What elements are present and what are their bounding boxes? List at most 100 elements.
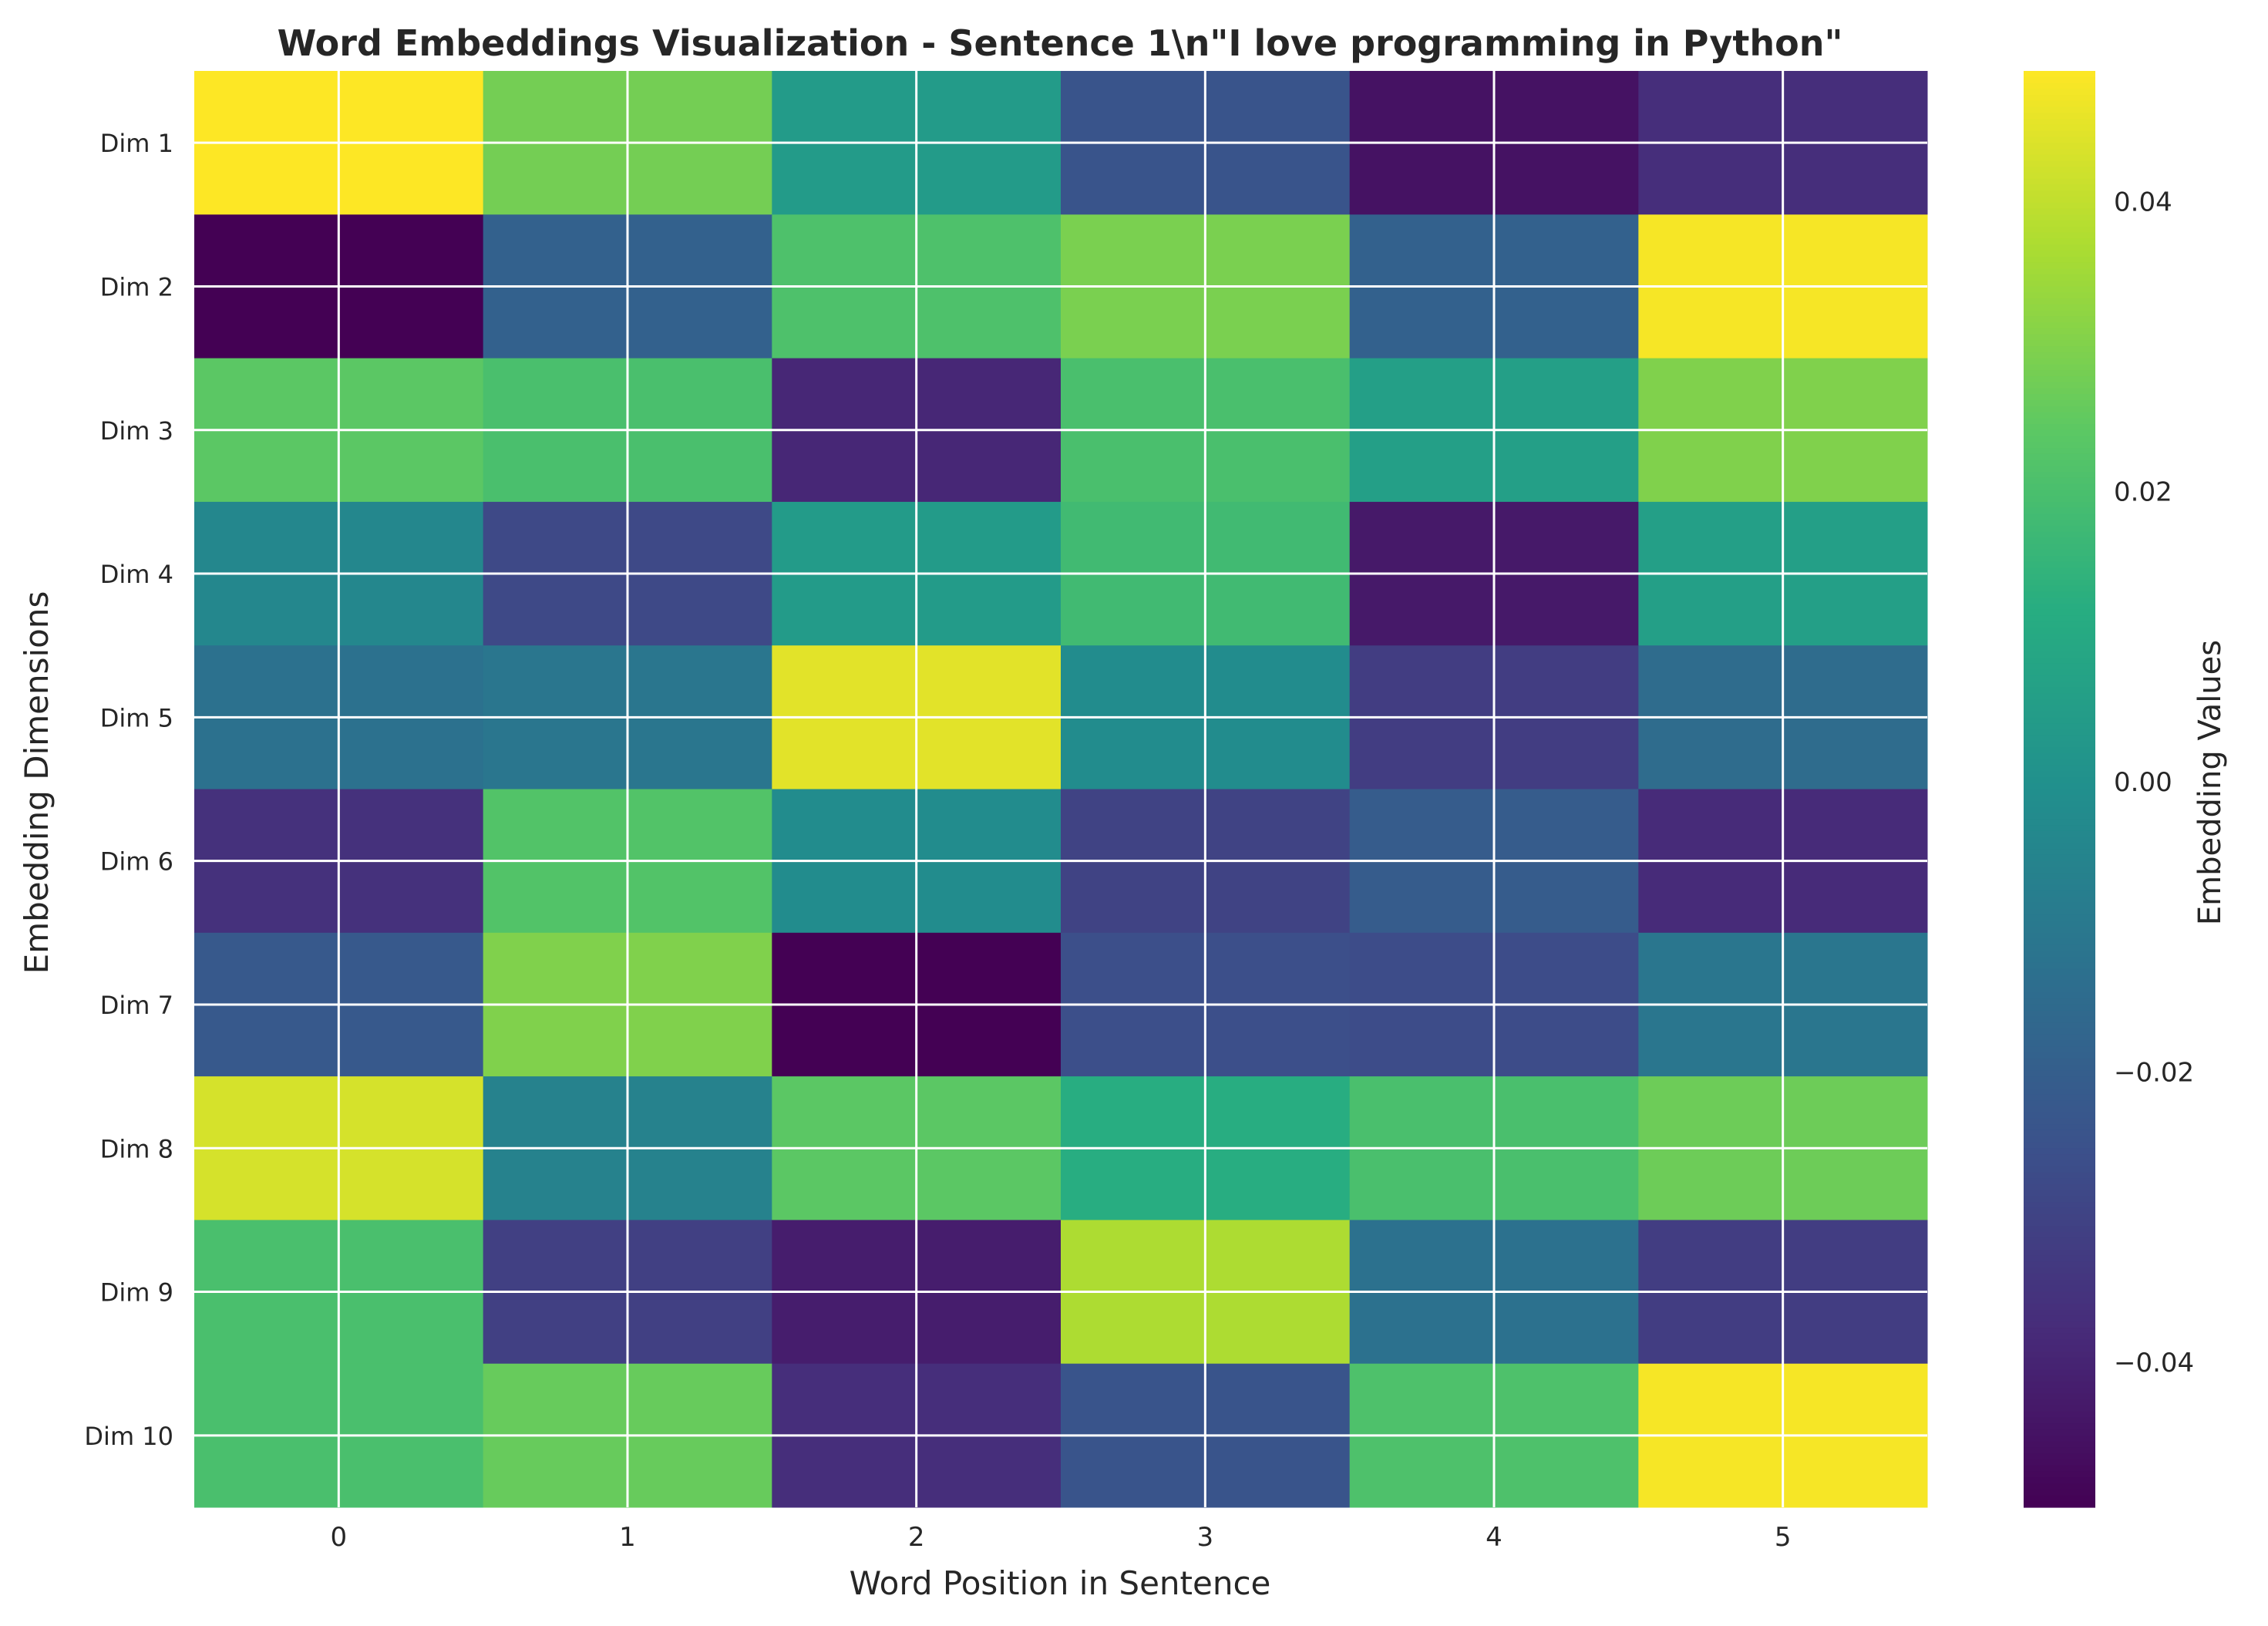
y-tick-label: Dim 7 <box>100 991 173 1020</box>
colorbar-segment <box>2024 550 2095 557</box>
colorbar-segment <box>2024 752 2095 760</box>
colorbar-segment <box>2024 466 2095 473</box>
y-tick-label: Dim 1 <box>100 129 173 158</box>
colorbar-segment <box>2024 1129 2095 1137</box>
x-tick-label: 1 <box>619 1522 636 1553</box>
colorbar-segment <box>2024 980 2095 988</box>
x-tick-label: 4 <box>1486 1522 1502 1553</box>
colorbar-segment <box>2024 1285 2095 1293</box>
colorbar-segment <box>2024 423 2095 431</box>
colorbar-segment <box>2024 699 2095 706</box>
colorbar-segment <box>2024 412 2095 419</box>
colorbar-segment <box>2024 483 2095 490</box>
colorbar-segment <box>2024 1423 2095 1430</box>
colorbar-segment <box>2024 747 2095 754</box>
colorbar-segment <box>2024 520 2095 527</box>
colorbar-segment <box>2024 1166 2095 1173</box>
colorbar-segment <box>2024 1237 2095 1245</box>
colorbar-segment <box>2024 561 2095 568</box>
colorbar-segment <box>2024 1411 2095 1419</box>
colorbar-segment <box>2024 436 2095 443</box>
y-tick-label: Dim 4 <box>100 560 173 589</box>
colorbar-segment <box>2024 1207 2095 1215</box>
colorbar-segment <box>2024 544 2095 550</box>
colorbar-segment <box>2024 651 2095 658</box>
colorbar-segment <box>2024 178 2095 186</box>
colorbar-segment <box>2024 878 2095 886</box>
colorbar-segment <box>2024 669 2095 676</box>
colorbar-segment <box>2024 1261 2095 1269</box>
colorbar-segment <box>2024 819 2095 826</box>
colorbar-segment <box>2024 322 2095 329</box>
colorbar-segment <box>2024 143 2095 150</box>
colorbar-segment <box>2024 310 2095 317</box>
colorbar-segment <box>2024 262 2095 269</box>
colorbar-segment <box>2024 1196 2095 1203</box>
colorbar-segment <box>2024 1483 2095 1490</box>
colorbar-segment <box>2024 238 2095 245</box>
colorbar-segment <box>2024 1124 2095 1131</box>
colorbar-segment <box>2024 1465 2095 1473</box>
colorbar-segment <box>2024 867 2095 874</box>
colorbar-segment <box>2024 657 2095 665</box>
colorbar-segment <box>2024 962 2095 969</box>
colorbar-segment <box>2024 304 2095 311</box>
colorbar-segment <box>2024 172 2095 180</box>
colorbar-segment <box>2024 1447 2095 1454</box>
colorbar-segment <box>2024 579 2095 587</box>
colorbar-segment <box>2024 921 2095 927</box>
colorbar-segment <box>2024 598 2095 604</box>
colorbar-segment <box>2024 334 2095 341</box>
colorbar-segment <box>2024 1136 2095 1143</box>
colorbar-segment <box>2024 717 2095 724</box>
colorbar-segment <box>2024 1190 2095 1197</box>
colorbar-segment <box>2024 106 2095 113</box>
colorbar-segment <box>2024 1387 2095 1395</box>
colorbar-segment <box>2024 418 2095 425</box>
colorbar-segment <box>2024 1405 2095 1412</box>
colorbar-segment <box>2024 148 2095 156</box>
colorbar-segment <box>2024 453 2095 461</box>
colorbar-tick-labels: −0.04 −0.02 0.00 0.02 0.04 <box>2114 187 2194 1378</box>
colorbar-segment <box>2024 1291 2095 1298</box>
colorbar-segment <box>2024 663 2095 670</box>
x-tick-label: 3 <box>1197 1522 1214 1553</box>
colorbar-segment <box>2024 843 2095 850</box>
colorbar-segment <box>2024 232 2095 239</box>
colorbar-segment <box>2024 1231 2095 1239</box>
colorbar-segment <box>2024 513 2095 520</box>
colorbar-segment <box>2024 1046 2095 1053</box>
colorbar-segment <box>2024 448 2095 455</box>
y-tick-label: Dim 10 <box>84 1422 173 1451</box>
colorbar-segment <box>2024 1112 2095 1119</box>
colorbar-segment <box>2024 71 2095 78</box>
colorbar-segment <box>2024 806 2095 814</box>
colorbar-segment <box>2024 1034 2095 1042</box>
colorbar-segment <box>2024 776 2095 784</box>
colorbar-segment <box>2024 837 2095 843</box>
colorbar-segment <box>2024 1142 2095 1149</box>
y-tick-label: Dim 5 <box>100 703 173 732</box>
colorbar-segment <box>2024 884 2095 892</box>
colorbar-segment <box>2024 316 2095 323</box>
colorbar-segment <box>2024 1118 2095 1125</box>
colorbar-segment <box>2024 902 2095 910</box>
colorbar-segment <box>2024 226 2095 234</box>
colorbar-segment <box>2024 460 2095 466</box>
colorbar-segment <box>2024 1004 2095 1012</box>
colorbar-segment <box>2024 1381 2095 1389</box>
colorbar-segment <box>2024 603 2095 611</box>
colorbar-segment <box>2024 1244 2095 1251</box>
colorbar-segment <box>2024 1064 2095 1071</box>
colorbar-segment <box>2024 627 2095 635</box>
colorbar-segment <box>2024 693 2095 700</box>
colorbar-segment <box>2024 124 2095 132</box>
colorbar-segment <box>2024 382 2095 389</box>
colorbar-segment <box>2024 208 2095 215</box>
colorbar-segment <box>2024 914 2095 921</box>
colorbar-segment <box>2024 1172 2095 1179</box>
colorbar-tick-label: 0.00 <box>2114 767 2172 798</box>
colorbar-segment <box>2024 292 2095 299</box>
colorbar-segment <box>2024 280 2095 288</box>
